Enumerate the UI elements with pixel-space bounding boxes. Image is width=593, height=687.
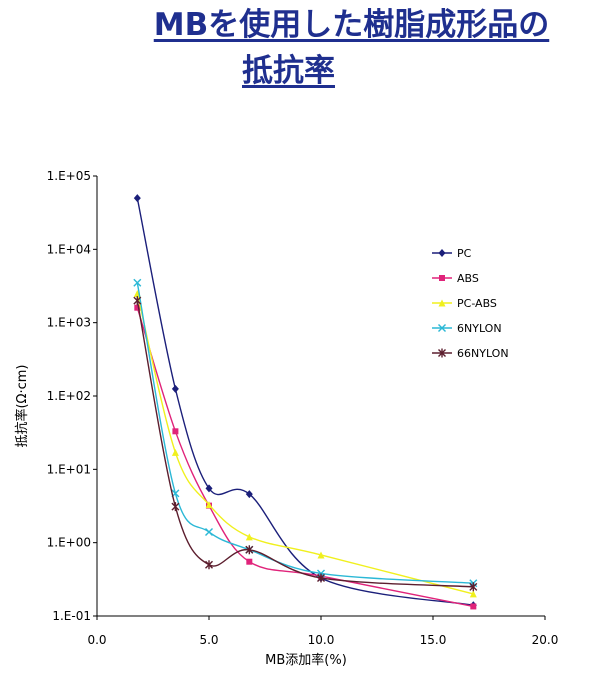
y-tick-label: 1.E+04 (47, 242, 91, 256)
legend-label: PC (457, 247, 472, 260)
data-point-pc (245, 490, 253, 499)
y-tick-label: 1.E+01 (47, 462, 91, 476)
series-66nylon (133, 296, 478, 592)
legend-item-66nylon: 66NYLON (432, 347, 509, 360)
y-tick-label: 1.E+00 (47, 536, 91, 550)
legend-label: ABS (457, 272, 479, 285)
x-axis-ticks: 0.0 5.0 10.0 15.0 20.0 (87, 616, 558, 647)
legend-marker (438, 348, 446, 358)
series-pc (133, 194, 477, 610)
data-point-pc (205, 484, 213, 493)
series-pc-abs (133, 289, 477, 598)
data-point-66nylon (171, 502, 180, 512)
chart-title-line-2: 抵抗率 (0, 52, 585, 90)
legend-label: 66NYLON (457, 347, 509, 360)
x-axis-label: MB添加率(%) (265, 652, 347, 668)
data-point-abs (172, 428, 179, 435)
y-axis-ticks: 1.E-01 1.E+00 1.E+01 1.E+02 1.E+03 1.E+04 1.E+… (47, 169, 97, 623)
data-point-66nylon (133, 296, 142, 306)
x-tick-label: 20.0 (532, 633, 559, 647)
chart-title-line-1: MBを使用した樹脂成形品の (55, 6, 593, 44)
data-point-pc-abs (205, 501, 213, 509)
chart-legend: PC ABS PC-ABS 6NYLON 66NYLON (432, 247, 509, 360)
marker-stroke (133, 278, 142, 287)
data-point-66nylon (469, 582, 478, 592)
y-axis-label: 抵抗率(Ω·cm) (14, 364, 30, 447)
legend-item-pc-abs: PC-ABS (432, 297, 497, 310)
x-tick-label: 5.0 (199, 633, 218, 647)
series-line-6nylon (136, 282, 474, 584)
chart-title-text-2: 抵抗率 (242, 53, 335, 89)
x-tick-label: 10.0 (308, 633, 335, 647)
chart-series (133, 194, 478, 610)
y-tick-label: 1.E-01 (52, 609, 91, 623)
legend-label: 6NYLON (457, 322, 502, 335)
series-6nylon (133, 278, 478, 588)
data-point-abs (134, 304, 141, 311)
data-point-pc (133, 194, 141, 203)
data-point-66nylon (245, 545, 254, 555)
data-point-66nylon (205, 560, 213, 570)
data-point-pc (171, 384, 179, 393)
data-point-pc-abs (317, 551, 325, 559)
data-point-pc-abs (469, 590, 477, 598)
series-abs (134, 304, 477, 610)
legend-item-pc: PC (432, 247, 472, 260)
x-tick-label: 0.0 (87, 633, 106, 647)
data-point-6nylon (133, 278, 142, 287)
series-line-pc-abs (136, 293, 474, 595)
legend-marker (438, 324, 446, 332)
data-point-abs (470, 603, 477, 610)
legend-item-abs: ABS (432, 272, 479, 285)
series-line-66nylon (136, 300, 474, 588)
series-line-abs (136, 307, 474, 608)
series-line-pc (136, 197, 474, 606)
legend-item-6nylon: 6NYLON (432, 322, 502, 335)
data-point-66nylon (317, 573, 325, 583)
data-point-pc-abs (171, 448, 179, 456)
chart-title-text-1: MBを使用した樹脂成形品の (153, 7, 550, 43)
x-tick-label: 15.0 (420, 633, 447, 647)
legend-marker (438, 299, 446, 307)
marker-stroke (438, 324, 446, 332)
data-point-6nylon (205, 527, 213, 536)
marker-stroke (205, 527, 213, 536)
legend-marker (438, 249, 446, 257)
y-tick-label: 1.E+05 (47, 169, 91, 183)
data-point-pc-abs (245, 533, 253, 541)
legend-label: PC-ABS (457, 297, 497, 310)
data-point-abs (246, 558, 253, 565)
y-tick-label: 1.E+02 (47, 389, 91, 403)
y-tick-label: 1.E+03 (47, 316, 91, 330)
legend-marker (439, 275, 445, 281)
